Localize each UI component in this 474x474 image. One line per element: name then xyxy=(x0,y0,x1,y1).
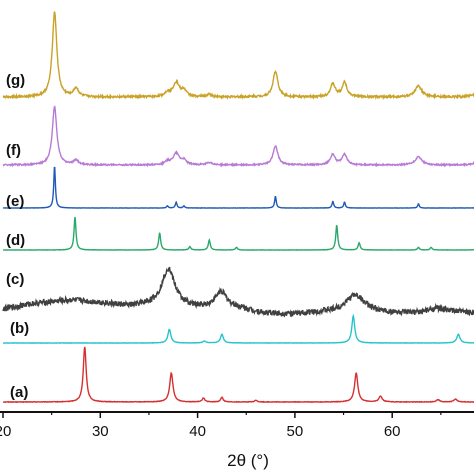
series-label-g: (g) xyxy=(6,72,25,89)
series-label-f: (f) xyxy=(6,142,21,159)
series-label-a: (a) xyxy=(10,384,28,401)
x-tick-label: 20 xyxy=(0,423,11,440)
series-line-g xyxy=(2,11,474,101)
x-tick-label: 60 xyxy=(384,423,401,440)
series-line-b xyxy=(2,313,474,344)
series-label-e: (e) xyxy=(6,193,24,210)
x-axis-title: 2θ (°) xyxy=(227,451,269,470)
series-label-c: (c) xyxy=(6,271,24,288)
series-line-f xyxy=(2,105,474,168)
x-tick-label: 50 xyxy=(287,423,304,440)
series-line-c xyxy=(2,266,474,318)
series-line-a xyxy=(2,346,474,404)
series-labels: (a) (b) (c) (d) (e) (f) (g) xyxy=(6,72,29,401)
series-label-b: (b) xyxy=(10,320,29,337)
x-axis-ticks: 203040506070 xyxy=(0,412,442,440)
x-tick-label: 30 xyxy=(92,423,109,440)
series-label-d: (d) xyxy=(6,232,25,249)
series-line-d xyxy=(2,216,474,251)
series-line-e xyxy=(2,166,474,209)
series-layer xyxy=(2,11,474,404)
x-tick-label: 40 xyxy=(189,423,206,440)
